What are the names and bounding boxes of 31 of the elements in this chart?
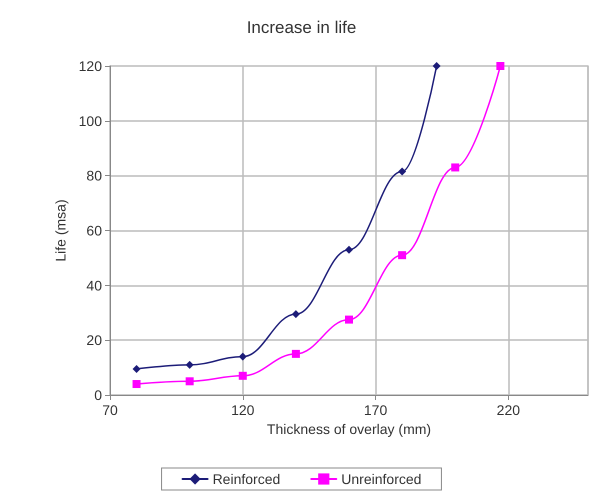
legend-label: Unreinforced	[341, 471, 422, 487]
y-tick-label: 120	[78, 58, 102, 74]
point	[496, 62, 504, 70]
point	[292, 310, 300, 318]
chart-title: Increase in life	[246, 18, 356, 37]
x-axis-title: Thickness of overlay (mm)	[266, 420, 432, 437]
point	[132, 364, 141, 373]
y-axis-title: Life (msa)	[52, 199, 69, 262]
point	[398, 168, 406, 176]
point	[345, 246, 353, 254]
y-tick-label: 60	[86, 222, 102, 238]
y-tick-label: 100	[78, 112, 102, 129]
point	[132, 380, 141, 388]
point	[432, 62, 441, 70]
y-tick-label: 0	[94, 387, 102, 403]
point	[238, 372, 247, 380]
point	[345, 316, 353, 324]
x-tick-label: 170	[364, 402, 388, 418]
x-tick-label: 70	[102, 402, 118, 418]
y-tick-label: 40	[86, 277, 102, 294]
point	[292, 350, 300, 358]
point	[186, 360, 194, 369]
point	[186, 377, 194, 386]
point	[398, 251, 406, 260]
y-tick-label: 20	[86, 332, 102, 348]
x-tick-label: 220	[496, 402, 520, 418]
y-tick-label: 80	[86, 168, 102, 184]
point	[238, 352, 247, 361]
x-tick-label: 120	[231, 402, 255, 418]
point	[451, 163, 460, 172]
legend-label: Reinforced	[212, 471, 280, 487]
